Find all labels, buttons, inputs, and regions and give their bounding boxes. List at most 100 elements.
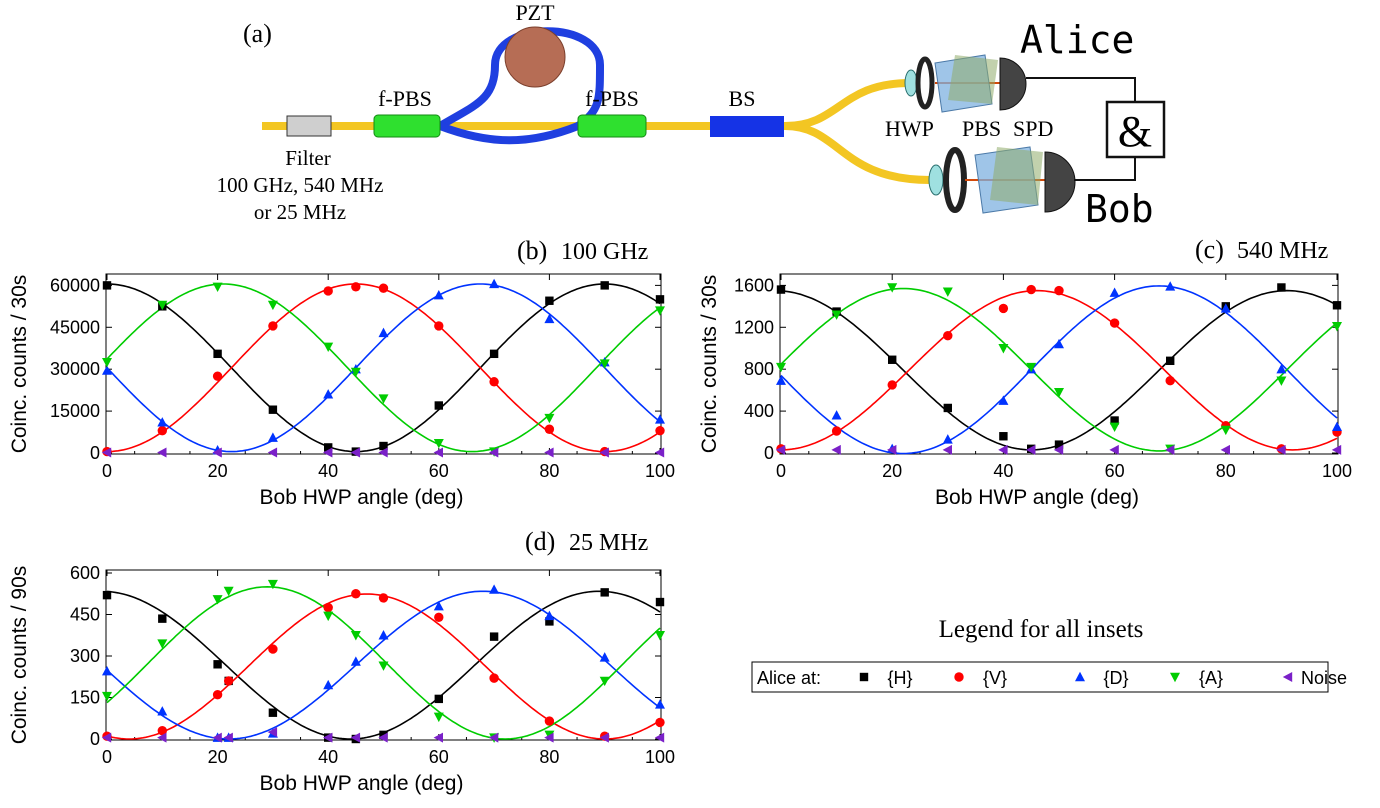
pzt-label: PZT bbox=[515, 0, 555, 25]
data-point-d bbox=[1332, 422, 1342, 431]
data-point-a bbox=[655, 631, 665, 640]
chart-540mhz: (c) 540 MHz 0 20 40 60 80 100040080012001600B… bbox=[698, 235, 1352, 509]
data-point-h bbox=[601, 281, 609, 289]
bob-label: Bob bbox=[1085, 187, 1154, 231]
y-tick-label: 0 bbox=[90, 729, 100, 749]
chart-c-panel-label: (c) bbox=[1195, 235, 1224, 264]
x-tick-label: 100 bbox=[645, 461, 675, 481]
data-point-v bbox=[655, 718, 664, 727]
data-point-d bbox=[1054, 339, 1064, 348]
data-point-a bbox=[943, 287, 953, 296]
data-point-v bbox=[351, 589, 360, 598]
x-tick-label: 80 bbox=[539, 747, 559, 767]
data-point-v bbox=[545, 716, 554, 725]
data-point-v bbox=[379, 283, 388, 292]
x-tick-label: 40 bbox=[993, 461, 1013, 481]
data-point-v bbox=[655, 426, 664, 435]
data-point-a bbox=[268, 301, 278, 310]
data-point-v bbox=[943, 331, 952, 340]
data-point-h bbox=[777, 285, 785, 293]
data-point-v bbox=[213, 371, 222, 380]
data-point-a bbox=[1110, 423, 1120, 432]
legend-marker-v bbox=[954, 672, 963, 681]
data-point-h bbox=[103, 281, 111, 289]
fit-curve-h bbox=[107, 284, 660, 452]
data-point-v bbox=[1054, 286, 1063, 295]
chart-100ghz: (b) 100 GHz 0 20 40 60 80 100 0 15000 30000 45000… bbox=[8, 236, 675, 509]
coincidence-symbol: & bbox=[1118, 107, 1152, 156]
data-point-d bbox=[489, 279, 499, 288]
data-point-h bbox=[490, 632, 498, 640]
data-point-noise bbox=[157, 447, 166, 457]
y-tick-label: 1600 bbox=[734, 275, 774, 295]
data-point-a bbox=[434, 439, 444, 448]
data-point-h bbox=[545, 297, 553, 305]
filter-options-line1: 100 GHz, 540 MHz bbox=[217, 173, 384, 197]
x-tick-label: 100 bbox=[1322, 461, 1352, 481]
legend-box bbox=[752, 662, 1328, 692]
y-tick-label: 450 bbox=[70, 605, 100, 625]
chart-d-title: 25 MHz bbox=[569, 530, 648, 556]
bob-collimator bbox=[929, 165, 943, 195]
data-point-d bbox=[1110, 288, 1120, 297]
legend-heading: Legend for all insets bbox=[939, 616, 1144, 643]
data-point-h bbox=[269, 405, 277, 413]
data-point-h bbox=[269, 709, 277, 717]
chart-d-panel-label: (d) bbox=[525, 527, 555, 556]
data-point-d bbox=[655, 699, 665, 708]
y-tick-label: 150 bbox=[70, 688, 100, 708]
data-point-h bbox=[158, 614, 166, 622]
data-point-h bbox=[944, 404, 952, 412]
data-point-v bbox=[489, 673, 498, 682]
data-point-v bbox=[888, 380, 897, 389]
fpbs-left-label: f-PBS bbox=[378, 86, 432, 111]
pzt-disc bbox=[505, 27, 565, 87]
chart-25mhz: (d) 25 MHz 0 20 40 60 80 100 0 150 300 450 600 Bob … bbox=[8, 527, 675, 795]
data-point-a bbox=[434, 713, 444, 722]
y-axis-label: Coinc. counts / 90s bbox=[8, 566, 31, 745]
chart-b-panel-label: (b) bbox=[517, 236, 547, 265]
x-tick-label: 80 bbox=[1216, 461, 1236, 481]
data-point-a bbox=[102, 358, 112, 367]
bob-hwp bbox=[946, 150, 964, 210]
y-tick-label: 1200 bbox=[734, 317, 774, 337]
x-axis-label: Bob HWP angle (deg) bbox=[935, 486, 1139, 509]
y-axis-label: Coinc. counts / 30s bbox=[698, 275, 721, 454]
bob-spd bbox=[1045, 152, 1075, 212]
fpbs-right bbox=[578, 115, 646, 137]
x-tick-label: 20 bbox=[208, 461, 228, 481]
fit-curve-d bbox=[107, 284, 660, 452]
data-point-v bbox=[213, 690, 222, 699]
bob-signal-line bbox=[1074, 157, 1135, 180]
fit-curve-d bbox=[781, 286, 1337, 454]
data-point-v bbox=[224, 676, 233, 685]
legend-marker-h bbox=[860, 673, 868, 681]
data-point-h bbox=[999, 432, 1007, 440]
data-point-h bbox=[103, 591, 111, 599]
data-point-d bbox=[268, 432, 278, 441]
y-tick-label: 0 bbox=[90, 443, 100, 463]
x-tick-label: 60 bbox=[429, 747, 449, 767]
data-point-v bbox=[832, 426, 841, 435]
panel-a-label: (a) bbox=[243, 19, 272, 48]
plot-frame bbox=[780, 274, 1338, 454]
chart-c-title: 540 MHz bbox=[1237, 238, 1328, 264]
data-point-a bbox=[213, 283, 223, 292]
x-tick-label: 0 bbox=[102, 747, 112, 767]
alice-label: Alice bbox=[1020, 18, 1134, 62]
data-point-d bbox=[323, 680, 333, 689]
fit-curve-v bbox=[107, 284, 660, 452]
filter-options-line2: or 25 MHz bbox=[254, 200, 346, 224]
x-tick-label: 0 bbox=[102, 461, 112, 481]
x-axis-label: Bob HWP angle (deg) bbox=[260, 486, 464, 509]
data-point-a bbox=[157, 639, 167, 648]
data-point-v bbox=[434, 613, 443, 622]
data-point-h bbox=[656, 295, 664, 303]
data-point-a bbox=[379, 661, 389, 670]
filter-box bbox=[287, 116, 331, 136]
beam-splitter bbox=[710, 116, 784, 137]
data-point-d bbox=[379, 328, 389, 337]
alice-spd bbox=[1000, 58, 1026, 110]
x-tick-label: 80 bbox=[539, 461, 559, 481]
spd-label: SPD bbox=[1013, 116, 1053, 141]
